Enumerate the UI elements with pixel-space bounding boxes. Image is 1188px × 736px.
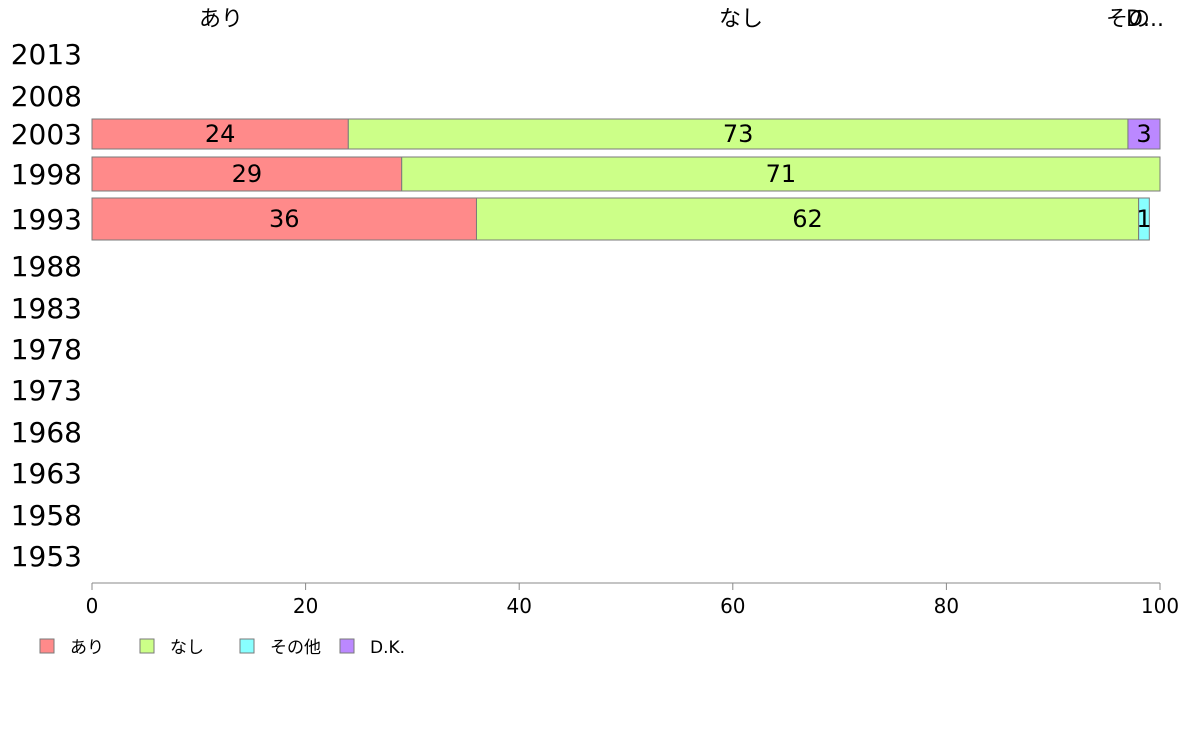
series-top-labels: あり なし そのD... bbox=[199, 7, 1164, 32]
category-label-1983: 1983 bbox=[11, 292, 82, 325]
bar-1998-series-1 bbox=[401, 156, 1161, 192]
legend-swatch-3 bbox=[339, 638, 355, 654]
bar-2003-series-3 bbox=[1127, 118, 1161, 150]
category-label-2013: 2013 bbox=[11, 38, 82, 71]
category-label-1968: 1968 bbox=[11, 416, 82, 449]
x-axis: 0 20 40 60 80 100 bbox=[86, 582, 1179, 618]
x-tick-label-80: 80 bbox=[934, 594, 959, 618]
category-label-2008: 2008 bbox=[11, 80, 82, 113]
category-labels: 2013 2008 2003 1998 1993 1988 1983 1978 1973 1968… bbox=[11, 38, 82, 573]
top-label-series-3: D... bbox=[1126, 7, 1164, 32]
bar-1993-series-2 bbox=[1138, 197, 1150, 241]
x-tick-label-0: 0 bbox=[86, 594, 99, 618]
legend-swatch-0 bbox=[39, 638, 55, 654]
bar-1998-series-0 bbox=[91, 156, 403, 192]
category-label-1988: 1988 bbox=[11, 250, 82, 283]
data-label-1998-series-1: 71 bbox=[766, 160, 797, 188]
data-label-2003-series-0: 24 bbox=[205, 120, 236, 148]
legend: あり なし その他 D.K. bbox=[39, 638, 405, 658]
data-label-2003-series-3: 3 bbox=[1136, 120, 1151, 148]
bar-1993-series-1 bbox=[475, 197, 1140, 241]
category-label-1958: 1958 bbox=[11, 499, 82, 532]
x-tick-label-20: 20 bbox=[293, 594, 318, 618]
x-tick-label-100: 100 bbox=[1141, 594, 1179, 618]
category-label-1993: 1993 bbox=[11, 203, 82, 236]
legend-label-3: D.K. bbox=[370, 638, 405, 658]
top-label-series-0: あり bbox=[199, 7, 243, 32]
category-label-1963: 1963 bbox=[11, 457, 82, 490]
top-label-series-1: なし bbox=[719, 7, 763, 32]
category-label-1998: 1998 bbox=[11, 158, 82, 191]
top-label-series-2: その bbox=[1106, 7, 1150, 32]
category-label-2003: 2003 bbox=[11, 118, 82, 151]
data-label-1993-series-0: 36 bbox=[269, 205, 300, 233]
legend-swatch-1 bbox=[139, 638, 155, 654]
category-label-1978: 1978 bbox=[11, 333, 82, 366]
bar-2003-series-0 bbox=[91, 118, 349, 150]
category-label-1953: 1953 bbox=[11, 540, 82, 573]
x-tick-label-60: 60 bbox=[720, 594, 745, 618]
category-label-1973: 1973 bbox=[11, 374, 82, 407]
x-tick-label-40: 40 bbox=[506, 594, 531, 618]
data-label-2003-series-1: 73 bbox=[723, 120, 754, 148]
data-label-1993-series-2: 1 bbox=[1136, 205, 1151, 233]
legend-swatch-2 bbox=[239, 638, 255, 654]
bar-1993-series-0 bbox=[91, 197, 477, 241]
legend-label-2: その他 bbox=[270, 638, 321, 658]
data-label-1998-series-0: 29 bbox=[232, 160, 263, 188]
legend-label-1: なし bbox=[170, 638, 204, 658]
bar-2003-series-1 bbox=[347, 118, 1129, 150]
legend-label-0: あり bbox=[70, 638, 104, 658]
data-label-1993-series-1: 62 bbox=[792, 205, 823, 233]
bars: 24 73 3 29 71 36 62 1 bbox=[91, 118, 1161, 241]
